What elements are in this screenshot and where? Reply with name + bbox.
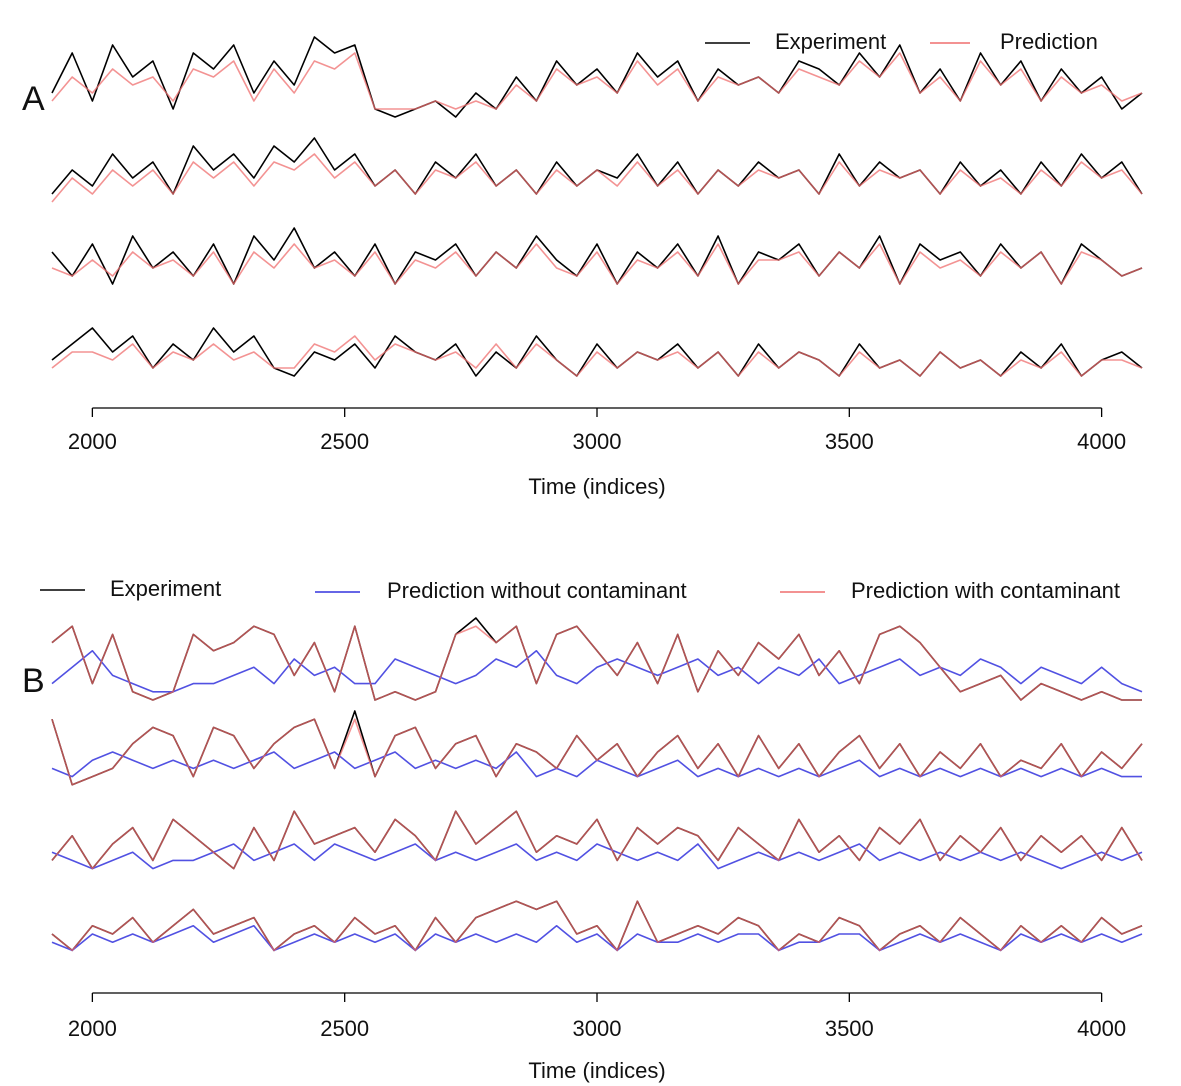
x-tick-label: 2500 — [320, 1016, 369, 1041]
trace-line — [51, 617, 1142, 701]
panel-label: B — [22, 662, 45, 700]
trace-line — [51, 900, 1143, 952]
x-tick-label: 2000 — [68, 429, 117, 454]
panel-label: A — [22, 80, 45, 118]
trace-line — [51, 335, 1143, 377]
x-tick-label: 3500 — [825, 429, 874, 454]
trace-line — [51, 710, 1143, 786]
x-tick-label: 2500 — [320, 429, 369, 454]
x-axis-label: Time (indices) — [528, 474, 665, 499]
legend-label: Prediction with contaminant — [851, 578, 1120, 603]
trace-line — [51, 650, 1143, 693]
trace-line — [51, 243, 1143, 285]
x-tick-label: 3000 — [573, 429, 622, 454]
legend-label: Prediction without contaminant — [387, 578, 687, 603]
trace-line — [51, 52, 1143, 110]
trace-line — [51, 810, 1143, 870]
legend-label: Experiment — [110, 576, 221, 601]
x-tick-label: 3000 — [573, 1016, 622, 1041]
trace-line — [51, 153, 1143, 203]
legend-label: Experiment — [775, 29, 886, 54]
trace-line — [51, 843, 1143, 870]
trace-line — [51, 925, 1143, 952]
trace-line — [51, 718, 1143, 786]
x-tick-label: 4000 — [1077, 1016, 1126, 1041]
legend-label: Prediction — [1000, 29, 1098, 54]
x-tick-label: 3500 — [825, 1016, 874, 1041]
trace-line — [51, 137, 1143, 195]
trace-line — [51, 751, 1142, 778]
x-tick-label: 2000 — [68, 1016, 117, 1041]
x-tick-label: 4000 — [1077, 429, 1126, 454]
trace-line — [51, 625, 1142, 701]
x-axis-label: Time (indices) — [528, 1058, 665, 1083]
